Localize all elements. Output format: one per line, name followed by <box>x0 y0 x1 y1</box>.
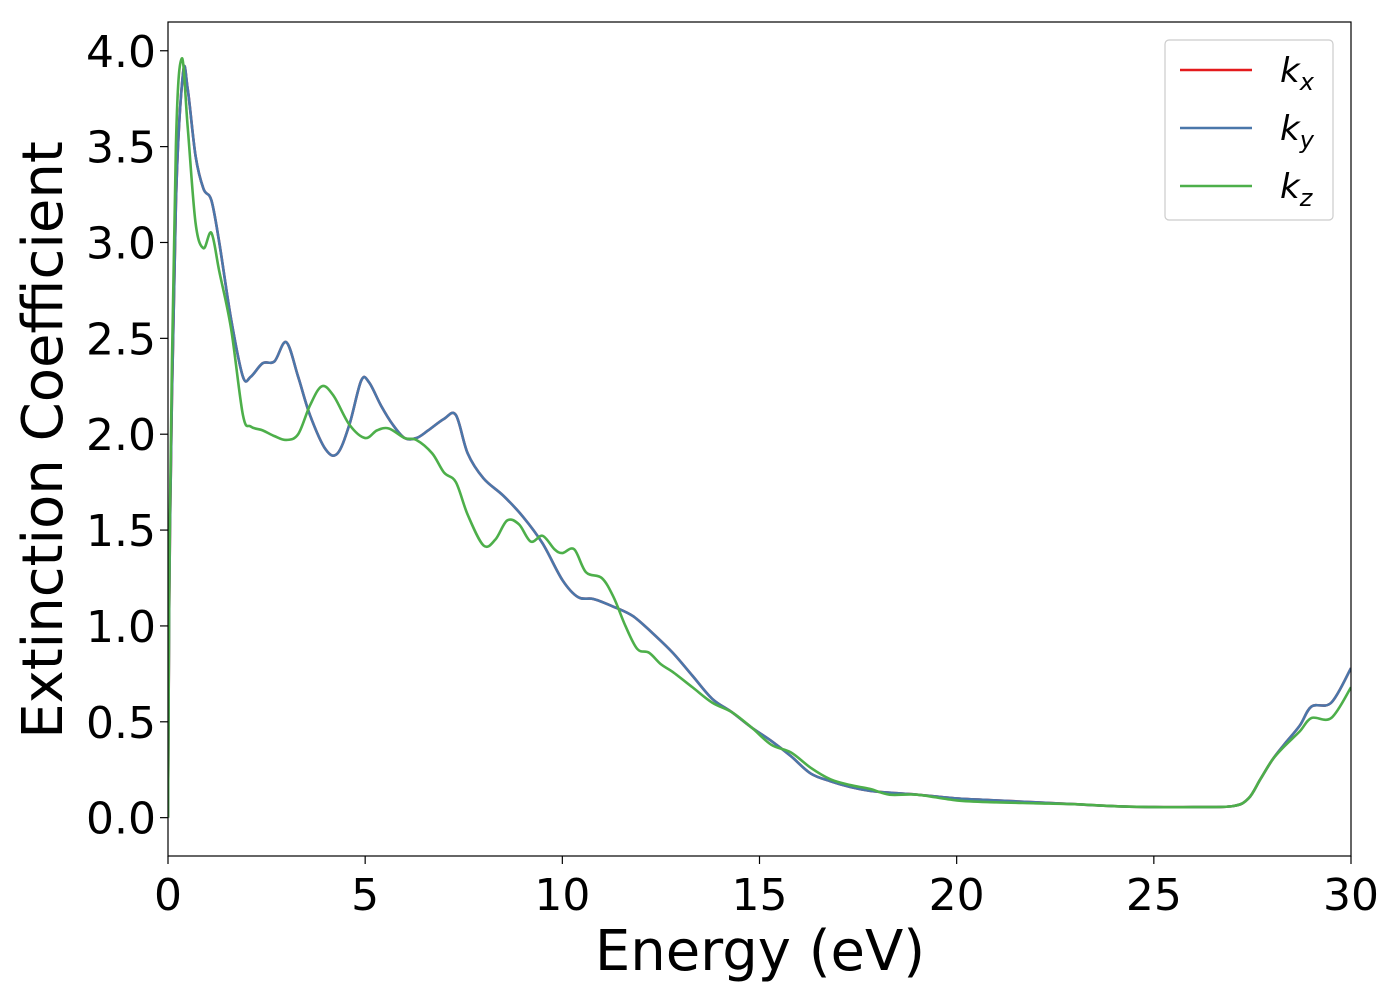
x-axis: 0 5 10 15 20 25 30 <box>154 856 1379 921</box>
y-tick-label: 0.5 <box>86 698 156 749</box>
y-tick-label: 3.0 <box>86 218 156 269</box>
y-axis: 0.0 0.5 1.0 1.5 2.0 2.5 3.0 3.5 4.0 <box>86 27 168 845</box>
y-tick-label: 1.0 <box>86 602 156 653</box>
y-tick-label: 3.5 <box>86 123 156 174</box>
y-tick-label: 1.5 <box>86 506 156 557</box>
x-tick-label: 5 <box>351 870 379 921</box>
x-tick-label: 0 <box>154 870 182 921</box>
y-tick-label: 2.5 <box>86 314 156 365</box>
legend-subscript: x <box>1299 68 1315 96</box>
x-tick-label: 20 <box>929 870 985 921</box>
x-tick-label: 15 <box>732 870 788 921</box>
y-tick-label: 2.0 <box>86 410 156 461</box>
x-tick-label: 30 <box>1323 870 1379 921</box>
legend-subscript: z <box>1299 184 1314 212</box>
y-tick-label: 0.0 <box>86 794 156 845</box>
y-tick-label: 4.0 <box>86 27 156 78</box>
x-tick-label: 10 <box>534 870 590 921</box>
legend-box <box>1164 39 1334 221</box>
series-layer <box>168 57 1351 818</box>
series-line-kz <box>168 57 1351 818</box>
legend-subscript: y <box>1299 126 1315 154</box>
y-axis-title: Extinction Coefficient <box>11 141 76 739</box>
x-tick-label: 25 <box>1126 870 1182 921</box>
x-axis-title: Energy (eV) <box>595 919 925 984</box>
legend-label-ky: ky <box>1280 109 1315 154</box>
